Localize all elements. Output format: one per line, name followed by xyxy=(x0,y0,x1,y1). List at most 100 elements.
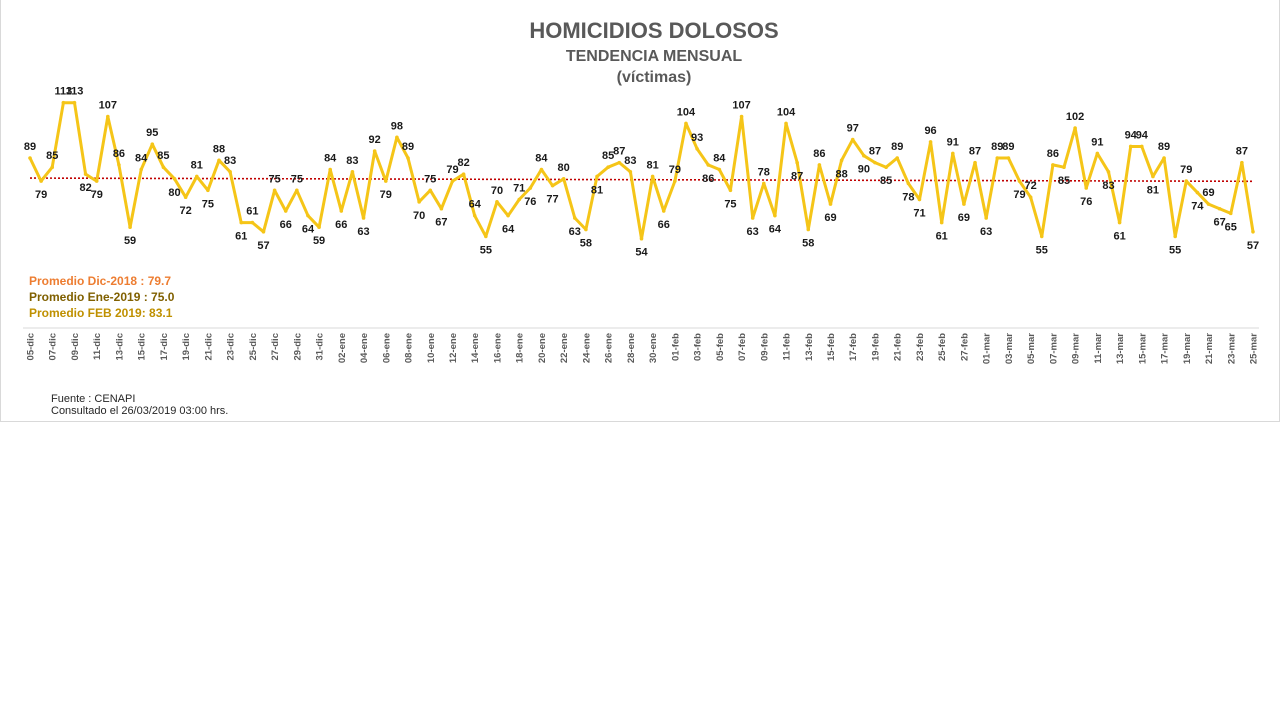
data-point xyxy=(695,146,699,151)
data-point xyxy=(928,140,933,144)
data-point xyxy=(1140,144,1144,149)
data-point xyxy=(239,220,244,225)
data-point xyxy=(1028,195,1033,200)
series-line-layer xyxy=(28,100,1255,241)
data-label: 93 xyxy=(691,132,703,144)
data-point xyxy=(572,216,577,220)
data-point xyxy=(306,213,310,218)
data-label: 89 xyxy=(24,141,36,153)
data-label: 57 xyxy=(1247,240,1259,252)
data-label: 81 xyxy=(591,184,603,196)
data-label: 75 xyxy=(724,198,736,210)
x-tick-label: 31-dic xyxy=(315,333,326,360)
data-label: 71 xyxy=(913,208,925,220)
data-label: 70 xyxy=(413,210,425,222)
data-point xyxy=(250,220,255,225)
data-point xyxy=(272,188,277,193)
x-tick-label: 11-dic xyxy=(92,333,103,360)
data-point xyxy=(762,181,766,186)
data-label: 107 xyxy=(732,100,750,112)
data-point xyxy=(261,230,266,234)
x-tick-label: 21-dic xyxy=(203,333,214,360)
data-point xyxy=(984,216,988,220)
x-tick-label: 07-mar xyxy=(1048,333,1059,364)
x-tick-label: 02-ene xyxy=(337,333,348,363)
chart-title: HOMICIDIOS DOLOSOS xyxy=(529,18,778,43)
data-point xyxy=(706,163,711,167)
data-point xyxy=(528,186,533,190)
data-label: 75 xyxy=(202,198,214,210)
data-label: 91 xyxy=(1091,136,1103,148)
data-label: 61 xyxy=(1113,231,1125,243)
data-point xyxy=(1206,202,1211,206)
data-point xyxy=(628,170,633,174)
data-point xyxy=(28,156,32,160)
data-label: 63 xyxy=(980,226,992,238)
x-tick-label: 23-feb xyxy=(915,333,926,361)
x-tick-label: 01-mar xyxy=(982,333,993,364)
x-tick-label: 17-feb xyxy=(848,333,859,361)
data-point xyxy=(1117,220,1122,225)
data-point xyxy=(884,165,888,170)
data-point xyxy=(117,163,121,167)
data-point xyxy=(784,121,788,126)
data-point xyxy=(72,100,77,105)
x-tick-label: 23-mar xyxy=(1226,333,1237,364)
average-december: Promedio Dic-2018 : 79.7 xyxy=(29,274,171,288)
data-label: 86 xyxy=(813,148,825,160)
x-tick-label: 25-feb xyxy=(937,333,948,361)
data-label: 98 xyxy=(391,120,403,132)
data-label: 83 xyxy=(624,155,636,167)
data-point xyxy=(917,197,922,202)
data-point xyxy=(739,114,744,119)
data-point xyxy=(194,174,199,179)
data-point xyxy=(183,195,188,200)
data-label: 84 xyxy=(135,153,148,165)
x-tick-label: 18-ene xyxy=(515,333,526,363)
data-label: 69 xyxy=(958,212,970,224)
data-point xyxy=(1073,126,1077,130)
data-label: 79 xyxy=(91,189,103,201)
x-tick-label: 21-feb xyxy=(893,333,904,361)
data-point xyxy=(1128,144,1133,149)
data-point xyxy=(995,156,1000,160)
average-february: Promedio FEB 2019: 83.1 xyxy=(29,306,173,320)
data-point xyxy=(1106,170,1111,174)
x-tick-label: 09-mar xyxy=(1071,333,1082,364)
data-point xyxy=(817,163,822,167)
data-label: 72 xyxy=(1025,180,1037,192)
data-point xyxy=(406,156,410,160)
data-point xyxy=(1228,211,1233,216)
data-point xyxy=(472,213,477,218)
data-label: 113 xyxy=(66,86,84,98)
data-point xyxy=(228,170,232,174)
data-label: 65 xyxy=(1225,221,1237,233)
data-label: 85 xyxy=(1058,175,1070,187)
data-label: 64 xyxy=(469,199,482,211)
data-point xyxy=(50,165,55,170)
data-point xyxy=(94,179,99,183)
data-point xyxy=(1251,230,1255,234)
data-point xyxy=(283,209,288,213)
x-tick-label: 03-mar xyxy=(1004,333,1015,364)
data-label: 83 xyxy=(1102,180,1114,192)
data-label: 94 xyxy=(1125,129,1138,141)
data-label: 54 xyxy=(635,247,648,259)
chart-subtitle: TENDENCIA MENSUAL xyxy=(566,48,743,65)
data-label: 89 xyxy=(1002,141,1014,153)
data-label: 96 xyxy=(924,125,936,137)
x-tick-label: 05-mar xyxy=(1026,333,1037,364)
data-label: 64 xyxy=(502,224,515,236)
data-point xyxy=(1151,174,1155,179)
data-label: 89 xyxy=(1158,141,1170,153)
data-label: 77 xyxy=(546,194,558,206)
data-point xyxy=(106,114,110,119)
data-point xyxy=(139,167,143,172)
data-point xyxy=(895,156,900,160)
x-tick-label: 09-dic xyxy=(70,333,81,360)
data-point xyxy=(372,149,377,153)
data-label: 71 xyxy=(513,183,525,195)
data-label: 81 xyxy=(191,159,203,171)
data-point xyxy=(828,202,833,206)
data-label: 66 xyxy=(335,219,347,231)
